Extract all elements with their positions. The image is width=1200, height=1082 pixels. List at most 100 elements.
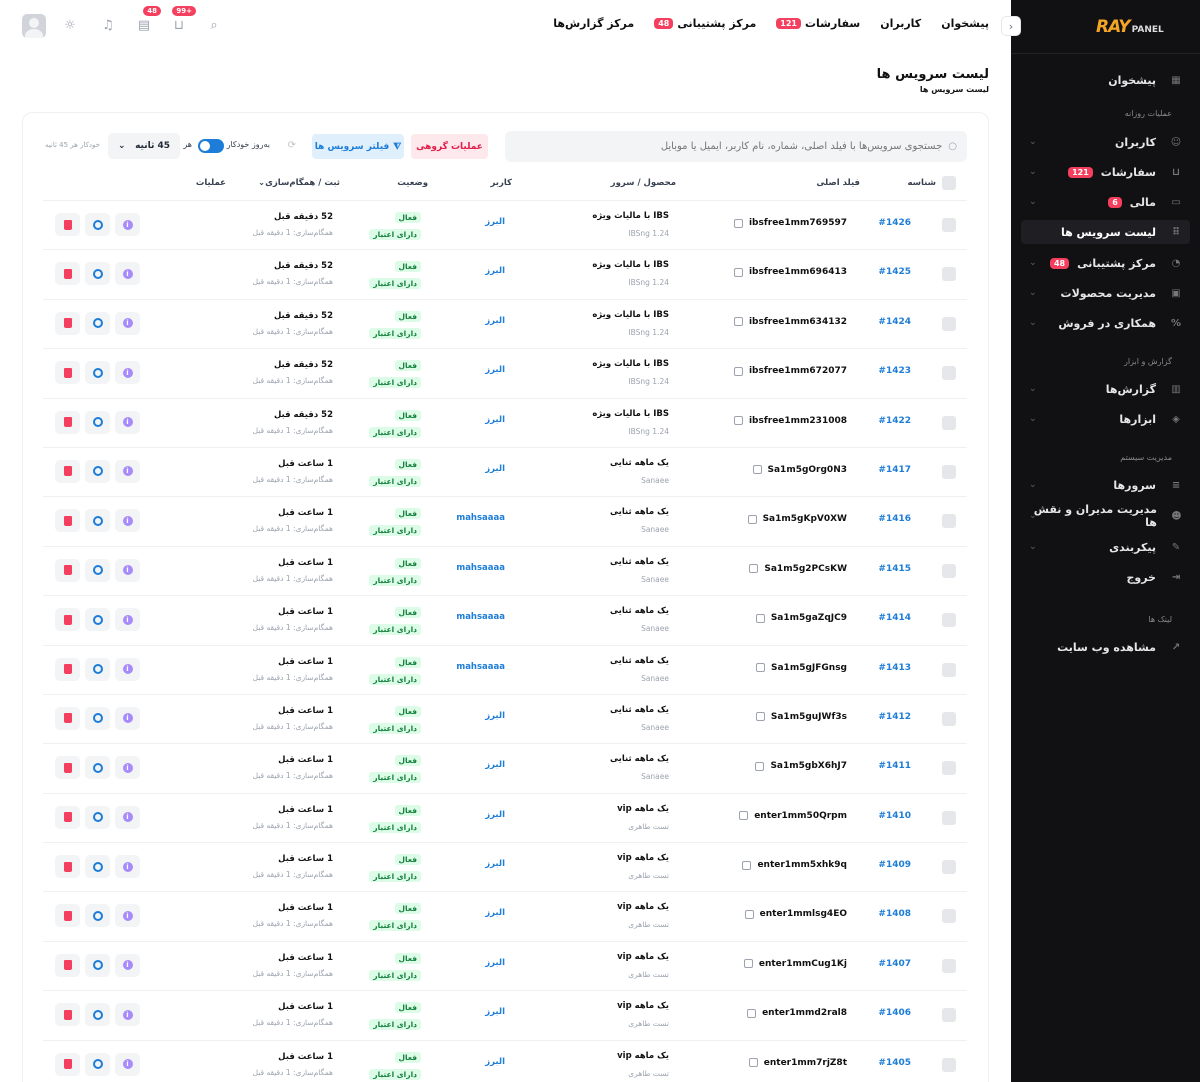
service-id-link[interactable]: #1411: [878, 761, 911, 772]
row-checkbox[interactable]: [942, 218, 956, 232]
sidebar-item-affiliate[interactable]: % همکاری در فروش ⌄: [1021, 311, 1190, 335]
copy-icon[interactable]: [755, 613, 765, 623]
copy-icon[interactable]: [733, 267, 743, 277]
row-checkbox[interactable]: [942, 860, 956, 875]
row-checkbox[interactable]: [942, 761, 956, 776]
info-button[interactable]: i: [115, 904, 140, 928]
view-button[interactable]: [85, 262, 110, 286]
copy-icon[interactable]: [744, 909, 754, 919]
copy-icon[interactable]: [752, 465, 762, 475]
view-button[interactable]: [85, 509, 110, 533]
row-checkbox[interactable]: [942, 1008, 956, 1023]
service-id-link[interactable]: #1413: [878, 662, 911, 673]
delete-button[interactable]: [55, 361, 80, 385]
delete-button[interactable]: [55, 756, 80, 780]
table-row[interactable]: #1407 enter1mmCug1Kj یک ماهه vip تست طاهری ا…: [43, 940, 967, 990]
row-checkbox[interactable]: [942, 316, 956, 331]
info-button[interactable]: i: [115, 361, 140, 385]
copy-icon[interactable]: [739, 811, 749, 821]
view-button[interactable]: [85, 657, 110, 681]
sidebar-item-reports[interactable]: ▥ گزارش‌ها ⌄: [1021, 377, 1190, 401]
delete-button[interactable]: [55, 558, 80, 582]
service-id-link[interactable]: #1422: [878, 415, 911, 426]
delete-button[interactable]: [55, 608, 80, 632]
row-checkbox[interactable]: [942, 267, 956, 282]
service-id-link[interactable]: #1425: [878, 267, 911, 278]
view-button[interactable]: [85, 311, 110, 335]
service-id-link[interactable]: #1423: [878, 366, 911, 377]
user-link[interactable]: البرز: [485, 463, 505, 474]
copy-icon[interactable]: [755, 712, 765, 722]
table-row[interactable]: #1411 Sa1m5gbX6hJ7 یک ماهه ثنایی Sanaee البر…: [43, 743, 967, 792]
delete-button[interactable]: [55, 410, 80, 434]
view-button[interactable]: [85, 805, 110, 829]
table-row[interactable]: #1410 enter1mm50Qrpm یک ماهه vip تست طاهری ا…: [43, 792, 967, 842]
row-checkbox[interactable]: [942, 711, 956, 726]
info-button[interactable]: i: [115, 459, 140, 483]
view-button[interactable]: [85, 756, 110, 780]
delete-button[interactable]: [55, 657, 80, 681]
copy-icon[interactable]: [747, 1008, 757, 1018]
row-checkbox[interactable]: [942, 366, 956, 381]
copy-icon[interactable]: [742, 860, 752, 870]
nav-support[interactable]: مرکز پشتیبانی 48: [654, 17, 756, 30]
sidebar-item-tools[interactable]: ◈ ابزارها ⌄: [1021, 407, 1190, 431]
delete-button[interactable]: [55, 904, 80, 928]
bulk-actions-button[interactable]: عملیات گروهی: [411, 134, 488, 159]
info-button[interactable]: i: [115, 706, 140, 730]
col-created-header[interactable]: ثبت / همگام‌سازی⌄: [258, 178, 340, 188]
view-button[interactable]: [85, 361, 110, 385]
copy-icon[interactable]: [748, 1058, 758, 1068]
service-id-link[interactable]: #1412: [878, 711, 911, 722]
service-id-link[interactable]: #1416: [878, 514, 911, 525]
nav-dashboard[interactable]: پیشخوان: [941, 17, 989, 30]
nav-users[interactable]: کاربران: [880, 17, 922, 30]
view-button[interactable]: [85, 855, 110, 879]
sidebar-item-config[interactable]: ✎ پیکربندی ⌄: [1021, 535, 1190, 559]
message-icon[interactable]: ▤ 48: [135, 6, 161, 34]
table-row[interactable]: #1415 Sa1m5g2PCsKW یک ماهه ثنایی Sanaee mahs…: [43, 545, 967, 595]
row-checkbox[interactable]: [942, 415, 956, 430]
table-row[interactable]: #1413 Sa1m5gJFGnsg یک ماهه ثنایی Sanaee mahs…: [43, 644, 967, 694]
user-link[interactable]: البرز: [485, 1007, 505, 1018]
filter-services-button[interactable]: ⧩ فیلتر سرویس ها: [312, 134, 404, 159]
view-button[interactable]: [85, 706, 110, 730]
delete-button[interactable]: [55, 459, 80, 483]
delete-button[interactable]: [55, 213, 80, 236]
service-id-link[interactable]: #1426: [878, 218, 911, 228]
sidebar-item-services[interactable]: ⠿ لیست سرویس ها: [1021, 220, 1190, 244]
sidebar-item-users[interactable]: ☺ کاربران ⌄: [1021, 130, 1190, 154]
row-checkbox[interactable]: [942, 613, 956, 628]
search-icon[interactable]: ⌕: [210, 17, 218, 33]
service-id-link[interactable]: #1408: [878, 909, 911, 920]
copy-icon[interactable]: [755, 761, 765, 771]
breadcrumb[interactable]: لیست سرویس ها: [919, 85, 989, 94]
service-id-link[interactable]: #1424: [878, 316, 911, 327]
table-row[interactable]: #1422 ibsfree1mm231008 IBS با مالیات ویژه I…: [43, 397, 967, 447]
delete-button[interactable]: [55, 262, 80, 286]
info-button[interactable]: i: [115, 410, 140, 434]
service-id-link[interactable]: #1409: [878, 860, 911, 871]
interval-select[interactable]: 45 ثانیه ⌄: [108, 133, 180, 159]
sidebar-item-admins[interactable]: ☻ مدیریت مدیران و نقش ها ⌄: [1021, 503, 1190, 529]
row-checkbox[interactable]: [942, 958, 956, 973]
copy-icon[interactable]: [733, 366, 743, 376]
user-link[interactable]: البرز: [485, 710, 505, 721]
table-row[interactable]: #1408 enter1mmlsg4EO یک ماهه vip تست طاهری ا…: [43, 891, 967, 940]
user-link[interactable]: mahsaaaa: [456, 513, 505, 524]
user-link[interactable]: mahsaaaa: [456, 612, 505, 623]
copy-icon[interactable]: [747, 514, 757, 524]
copy-icon[interactable]: [733, 317, 743, 327]
nav-reports[interactable]: مرکز گزارش‌ها: [553, 17, 635, 30]
table-row[interactable]: #1405 enter1mm7rjZ8t یک ماهه vip تست طاهری ا…: [43, 1039, 967, 1082]
delete-button[interactable]: [55, 805, 80, 829]
sidebar-item-dashboard[interactable]: ▦ پیشخوان: [1021, 68, 1190, 92]
user-link[interactable]: البرز: [485, 266, 505, 277]
sidebar-item-logout[interactable]: ⇥ خروج: [1021, 565, 1190, 589]
cart-icon[interactable]: ⊔ +99: [170, 6, 196, 34]
select-all-checkbox[interactable]: [942, 176, 956, 190]
user-link[interactable]: البرز: [485, 217, 505, 227]
service-id-link[interactable]: #1406: [878, 1008, 911, 1019]
search-box[interactable]: ○: [505, 131, 967, 162]
table-row[interactable]: #1426 ibsfree1mm769597 IBS با مالیات ویژه I…: [43, 200, 967, 249]
